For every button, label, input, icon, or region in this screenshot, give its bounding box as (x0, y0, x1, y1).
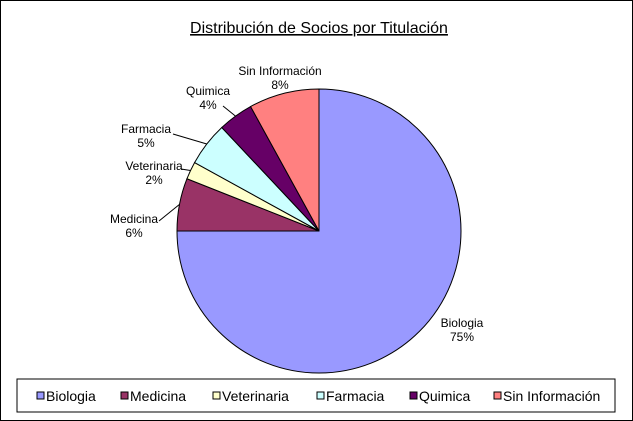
data-label-name-medicina: Medicina (110, 212, 158, 226)
leader-line-veterinaria (180, 168, 191, 172)
data-label-name-biologia: Biologia (441, 316, 484, 330)
pie-slice-sin-informaci-n (249, 88, 320, 232)
legend-swatch-sin-informaci-n (493, 391, 502, 400)
leader-lines (158, 105, 236, 222)
data-label-name-farmacia: Farmacia (121, 122, 171, 136)
data-label-name-sin-informaci-n: Sin Información (238, 64, 321, 78)
legend-swatch-biologia (36, 391, 45, 400)
data-label-name-veterinaria: Veterinaria (125, 159, 183, 173)
legend-box (16, 378, 616, 413)
data-label-value-quimica: 4% (199, 98, 217, 112)
leader-line-farmacia (172, 133, 207, 145)
legend-swatch-veterinaria (212, 391, 221, 400)
data-label-value-sin-informaci-n: 8% (271, 78, 289, 92)
legend-label-medicina: Medicina (130, 388, 186, 404)
legend-swatch-quimica (409, 391, 418, 400)
data-label-value-farmacia: 5% (137, 136, 155, 150)
legend-label-farmacia: Farmacia (326, 388, 385, 404)
legend-label-veterinaria: Veterinaria (222, 388, 289, 404)
pie-slices (176, 88, 462, 374)
data-label-value-biologia: 75% (450, 330, 474, 344)
data-label-value-medicina: 6% (125, 226, 143, 240)
legend-swatch-farmacia (316, 391, 325, 400)
pie-slice-biologia (176, 88, 462, 374)
data-label-value-veterinaria: 2% (145, 173, 163, 187)
leader-line-medicina (158, 204, 180, 222)
data-label-name-quimica: Quimica (186, 84, 230, 98)
legend: Biologia Medicina Veterinaria Farmacia Quimi… (16, 378, 616, 413)
legend-label-quimica: Quimica (419, 388, 471, 404)
legend-swatch-medicina (120, 391, 129, 400)
legend-label-sin-informaci-n: Sin Información (503, 388, 600, 404)
chart-title: Distribución de Socios por Titulación (190, 20, 448, 37)
legend-label-biologia: Biologia (46, 388, 96, 404)
leader-line-quimica (222, 105, 236, 117)
